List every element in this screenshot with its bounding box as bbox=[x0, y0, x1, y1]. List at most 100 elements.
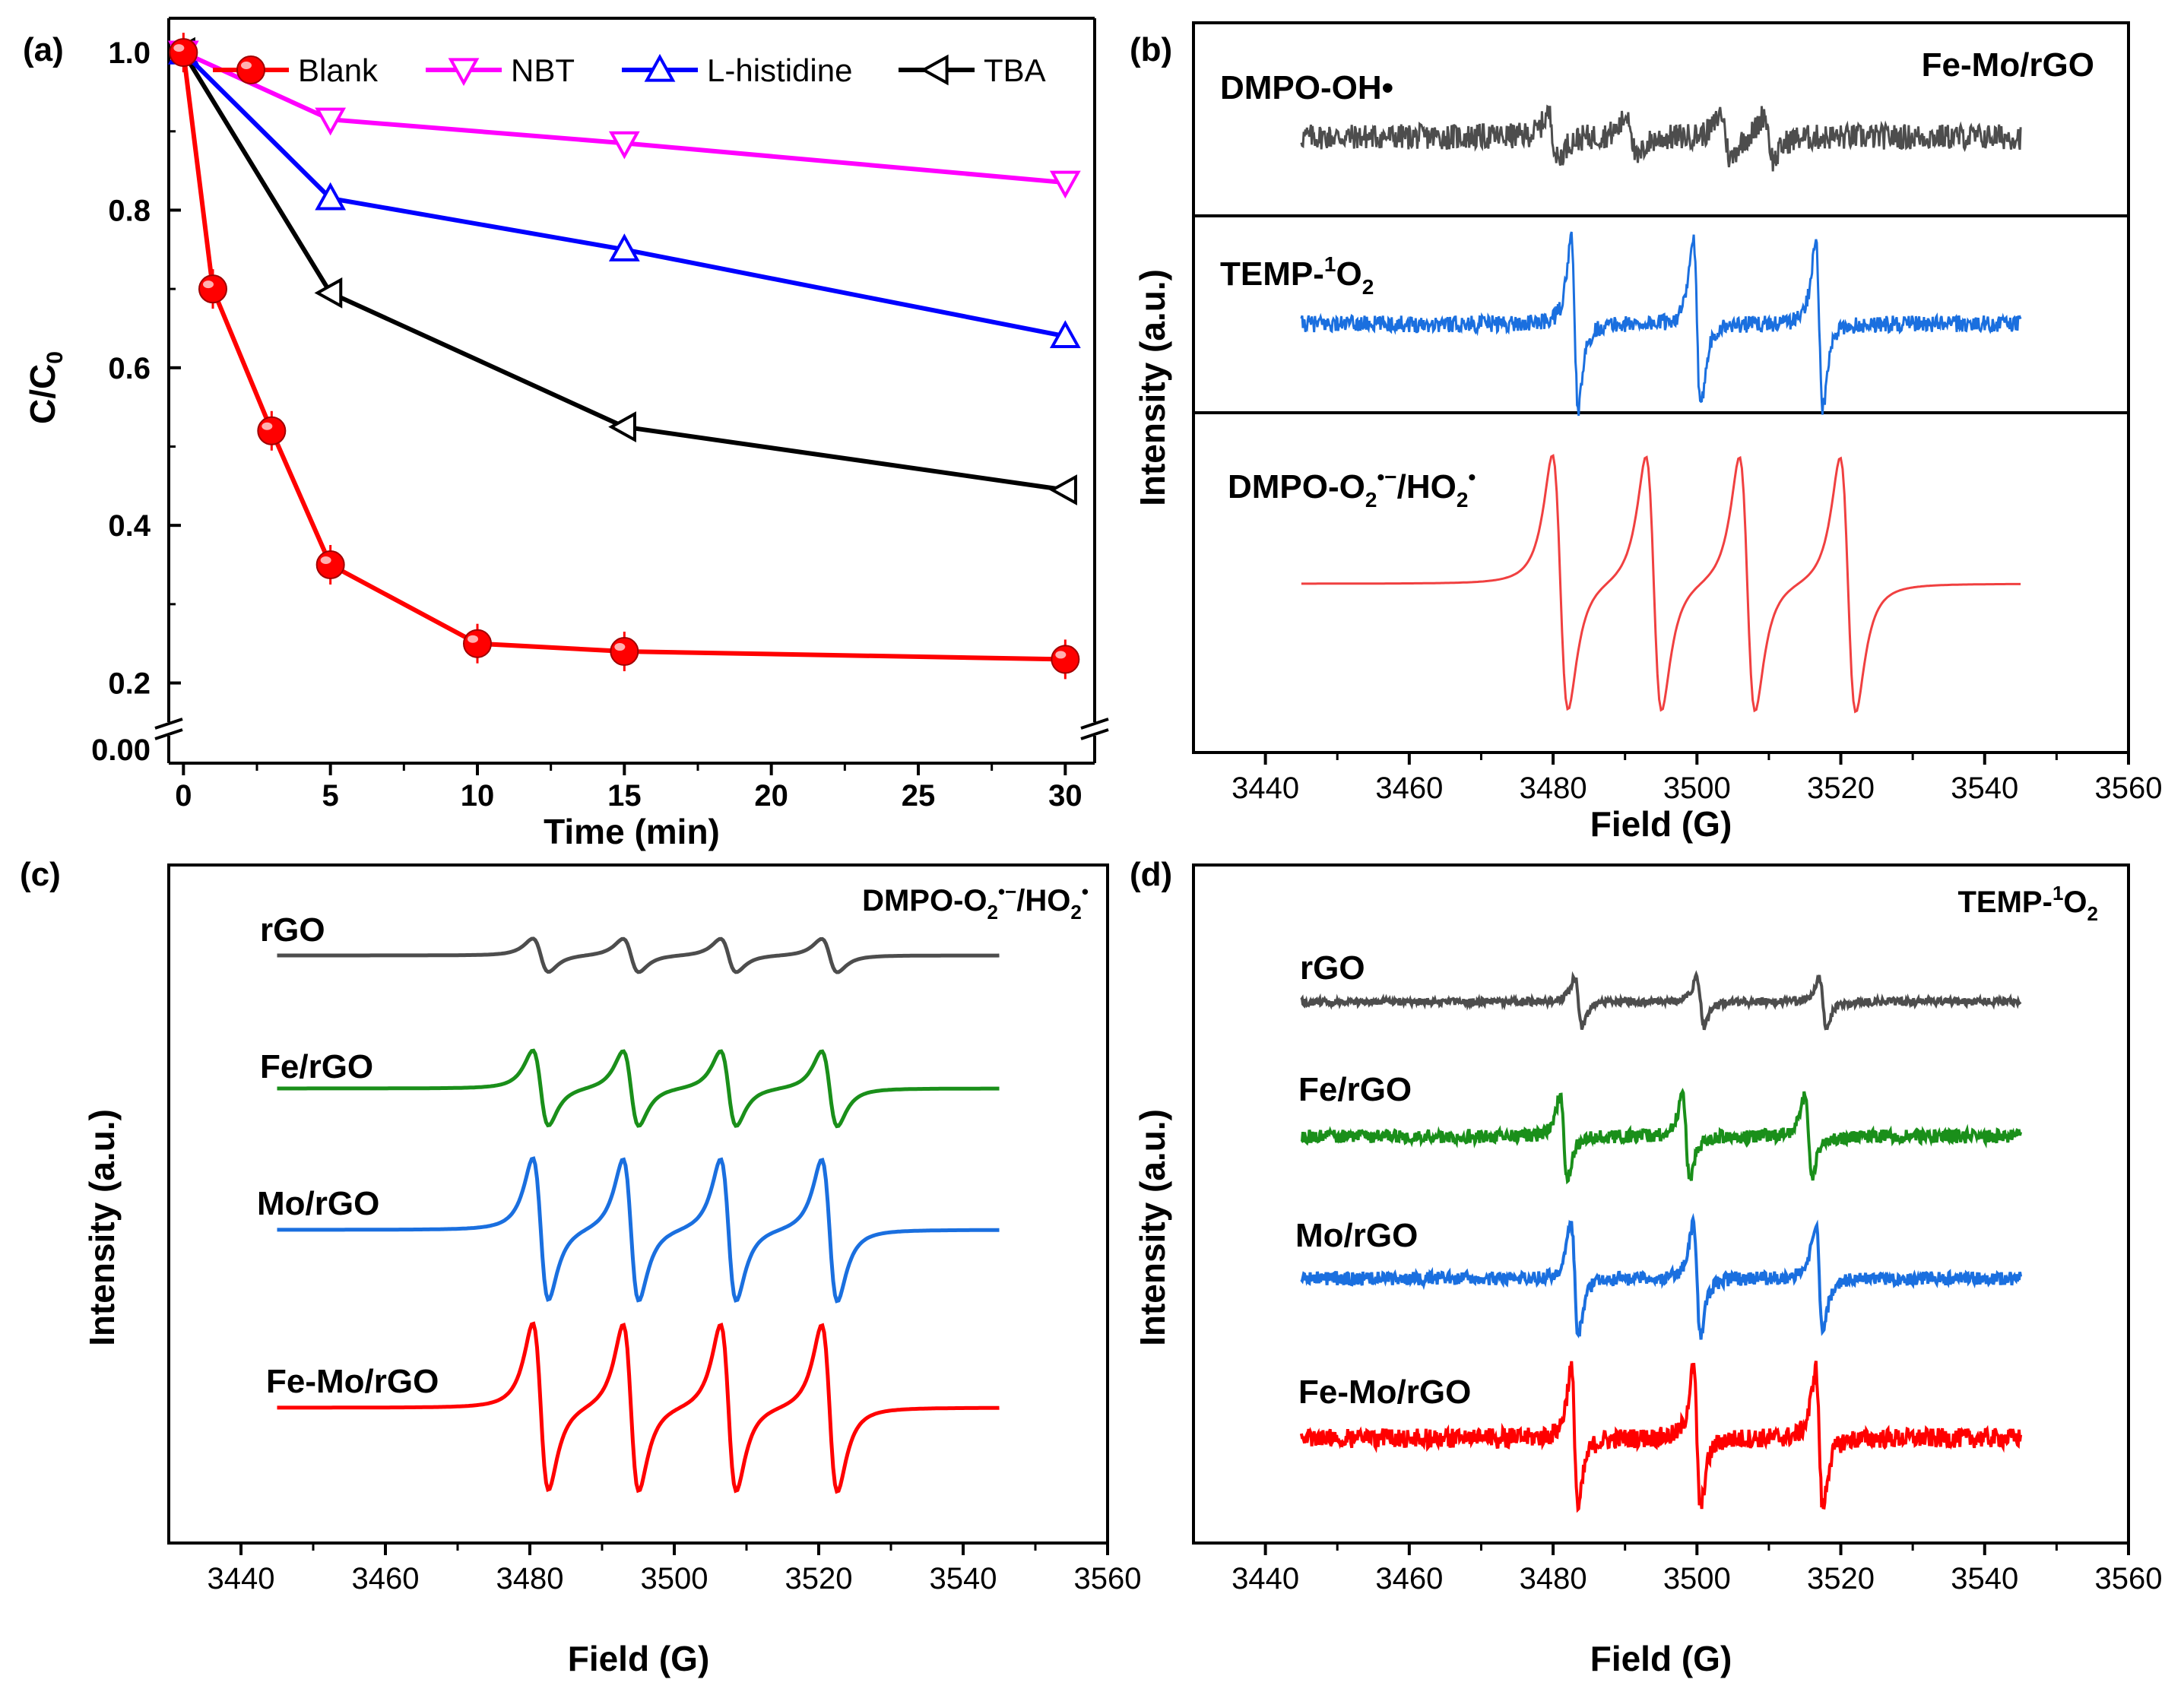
a-point-nbt-3 bbox=[1049, 170, 1081, 199]
b-plot-frame bbox=[1192, 21, 2130, 754]
d-series bbox=[1299, 970, 2023, 1513]
d-trace-fe-mo-rgo bbox=[1299, 1361, 2023, 1513]
a-point-blank-4 bbox=[463, 629, 492, 658]
a-legend-item-tba: TBA bbox=[899, 52, 1046, 88]
a-break-mark-right-2 bbox=[1080, 728, 1109, 740]
panel-a-label: (a) bbox=[23, 31, 64, 68]
a-legend-marker-l-histidine bbox=[644, 53, 676, 82]
c-label-rgo: rGO bbox=[260, 911, 325, 949]
a-point-nbt-1 bbox=[315, 107, 347, 136]
a-series-l-histidine bbox=[167, 36, 1081, 348]
b-x-tick-label-1: 3460 bbox=[1375, 772, 1443, 805]
b-label-dmpo-o2-sub2: 2 bbox=[1457, 488, 1469, 512]
a-series bbox=[167, 33, 1081, 680]
c-title-main: DMPO-O bbox=[862, 884, 987, 917]
panel-d-label: (d) bbox=[1130, 856, 1172, 893]
b-x-tick-label-0: 3440 bbox=[1231, 772, 1299, 805]
c-title: DMPO-O2•−/HO2• bbox=[862, 880, 1089, 924]
b-x-tick-label-5: 3540 bbox=[1951, 772, 2018, 805]
b-label-temp-sub: 2 bbox=[1362, 275, 1374, 299]
a-break-mark-left-1 bbox=[154, 718, 183, 730]
b-label-temp-sup: 1 bbox=[1324, 252, 1336, 276]
a-line-tba bbox=[181, 51, 1066, 493]
a-legend-label-blank: Blank bbox=[298, 52, 379, 88]
a-point-l-histidine-2 bbox=[608, 233, 640, 261]
b-title: Fe-Mo/rGO bbox=[1922, 46, 2094, 84]
d-title: TEMP-1O2 bbox=[1958, 882, 2099, 925]
a-point-blank-1 bbox=[198, 274, 227, 304]
c-label-fe-mo-rgo: Fe-Mo/rGO bbox=[266, 1363, 439, 1400]
b-label-dmpo-o2-tail: /HO bbox=[1397, 468, 1457, 505]
d-x-tick-label-6: 3560 bbox=[2095, 1562, 2163, 1595]
d-x-tick-label-1: 3460 bbox=[1375, 1562, 1443, 1595]
a-point-tba-2 bbox=[608, 411, 636, 442]
a-series-nbt bbox=[167, 40, 1081, 199]
d-trace-rgo bbox=[1300, 970, 2022, 1031]
b-label-temp-main: TEMP- bbox=[1220, 255, 1324, 293]
a-point-l-histidine-3 bbox=[1049, 320, 1081, 348]
panel-c-label: (c) bbox=[20, 856, 61, 893]
panel-b-label: (b) bbox=[1130, 31, 1172, 68]
a-legend-item-l-histidine: L-histidine bbox=[622, 52, 852, 88]
panel-c: (c) DMPO-O2•−/HO2• rGO Fe/rGO Mo/rGO Fe-… bbox=[20, 856, 1141, 1678]
b-label-dmpo-o2: DMPO-O2•−/HO2• bbox=[1228, 465, 1476, 512]
a-point-blank-1-highlight bbox=[203, 280, 214, 289]
a-legend-item-blank: Blank bbox=[213, 52, 379, 88]
c-trace-fe-mo-rgo bbox=[277, 1321, 1000, 1494]
a-axis-break-label: 0.00 bbox=[91, 734, 151, 767]
d-title-sub: 2 bbox=[2087, 902, 2098, 925]
b-trace-dmpo-oh bbox=[1300, 104, 2022, 172]
d-y-axis-title: Intensity (a.u.) bbox=[1133, 1109, 1172, 1346]
b-label-dmpo-o2-main: DMPO-O bbox=[1228, 468, 1365, 505]
d-label-mo-rgo: Mo/rGO bbox=[1295, 1217, 1418, 1254]
b-label-temp-o: O bbox=[1336, 255, 1361, 293]
a-legend: Blank NBT L-histidine TBA bbox=[213, 52, 1046, 88]
d-x-tick-label-4: 3520 bbox=[1807, 1562, 1875, 1595]
d-x-tick-label-2: 3480 bbox=[1520, 1562, 1587, 1595]
a-point-blank-3-highlight bbox=[320, 556, 331, 565]
b-trace-dmpo-o2 bbox=[1301, 454, 2021, 714]
a-x-tick-label-6: 30 bbox=[1048, 779, 1082, 813]
c-title-sub: 2 bbox=[987, 901, 998, 924]
b-label-dmpo-o2-sup: •− bbox=[1377, 465, 1396, 489]
a-y-ticks: 0.2 0.4 0.6 0.8 1.0 bbox=[108, 36, 181, 701]
a-point-tba-1 bbox=[314, 277, 343, 309]
d-plot-frame bbox=[1192, 863, 2130, 1545]
c-title-tail: /HO bbox=[1016, 884, 1070, 917]
a-point-blank-0 bbox=[169, 38, 198, 68]
a-legend-marker-blank bbox=[236, 55, 265, 84]
c-x-tick-label-1: 3460 bbox=[352, 1562, 420, 1595]
d-trace-fe-rgo bbox=[1300, 1087, 2023, 1185]
c-y-axis-title: Intensity (a.u.) bbox=[82, 1109, 122, 1346]
c-title-sub2: 2 bbox=[1070, 901, 1081, 924]
a-y-tick-label-2: 0.6 bbox=[108, 352, 151, 385]
d-trace-mo-rgo bbox=[1300, 1212, 2023, 1340]
a-legend-label-tba: TBA bbox=[984, 52, 1046, 88]
a-legend-marker-tba bbox=[920, 54, 949, 86]
b-trace-temp-1o2 bbox=[1300, 231, 2022, 417]
a-point-tba-3 bbox=[1049, 474, 1077, 505]
d-x-axis-title: Field (G) bbox=[1590, 1639, 1732, 1678]
c-x-tick-label-6: 3560 bbox=[1074, 1562, 1142, 1595]
a-y-axis-title: C/C0 bbox=[23, 351, 68, 424]
c-label-mo-rgo: Mo/rGO bbox=[257, 1185, 379, 1222]
a-legend-label-l-histidine: L-histidine bbox=[707, 52, 852, 88]
c-x-tick-label-2: 3480 bbox=[496, 1562, 564, 1595]
c-label-fe-rgo: Fe/rGO bbox=[260, 1048, 373, 1085]
d-label-fe-mo-rgo: Fe-Mo/rGO bbox=[1298, 1374, 1471, 1411]
c-x-tick-label-5: 3540 bbox=[930, 1562, 997, 1595]
b-label-temp: TEMP-1O2 bbox=[1220, 252, 1374, 299]
a-x-tick-label-1: 5 bbox=[322, 779, 339, 813]
a-x-tick-label-4: 20 bbox=[754, 779, 788, 813]
b-x-tick-label-6: 3560 bbox=[2095, 772, 2163, 805]
b-y-axis-title: Intensity (a.u.) bbox=[1133, 269, 1172, 506]
b-x-axis-title: Field (G) bbox=[1590, 804, 1732, 844]
c-trace-fe-rgo bbox=[277, 1048, 1000, 1129]
c-x-tick-label-3: 3500 bbox=[641, 1562, 708, 1595]
b-series bbox=[1300, 104, 2022, 714]
a-legend-marker-nbt bbox=[448, 58, 480, 87]
a-point-blank-0-highlight bbox=[173, 44, 185, 52]
a-point-blank-2-highlight bbox=[262, 422, 273, 430]
d-title-sup: 1 bbox=[2052, 882, 2063, 905]
